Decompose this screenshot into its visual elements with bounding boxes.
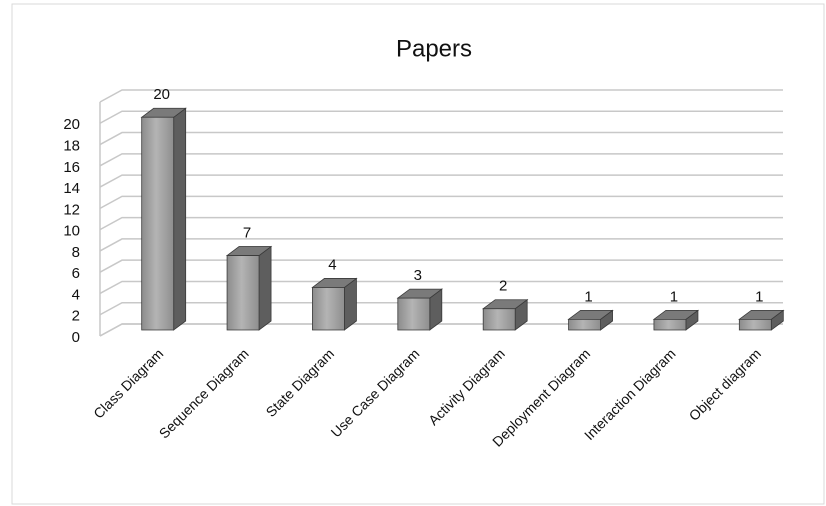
bar [481, 298, 529, 331]
data-label: 2 [499, 278, 507, 295]
bar [140, 107, 187, 331]
bar-side [258, 245, 272, 331]
bar-front [397, 297, 431, 331]
grid-line [99, 280, 783, 295]
grid-line [99, 323, 783, 337]
grid-line [99, 131, 783, 146]
data-label: 3 [414, 267, 422, 284]
plot-frame [99, 89, 783, 103]
bar [396, 288, 444, 331]
grid-line [99, 301, 783, 316]
data-label: 7 [243, 225, 251, 242]
bar [567, 309, 614, 331]
data-label: 20 [153, 86, 170, 103]
chart-frame [11, 3, 825, 505]
data-label: 1 [670, 288, 678, 305]
bar-front [312, 287, 345, 331]
bar-side [173, 107, 187, 331]
y-tick-label: 16 [63, 159, 80, 176]
bar [738, 309, 785, 331]
grid-line [99, 195, 783, 210]
data-label: 1 [755, 288, 763, 305]
y-tick-label: 20 [63, 116, 80, 133]
y-tick-label: 8 [72, 244, 80, 261]
y-tick-label: 14 [63, 180, 80, 197]
chart-title: Papers [396, 35, 472, 62]
y-tick-label: 18 [63, 138, 80, 155]
grid-line [99, 216, 783, 231]
grid-line [99, 238, 783, 252]
grid-line [99, 259, 783, 273]
y-tick-label: 10 [63, 223, 80, 240]
y-tick-label: 6 [72, 265, 80, 282]
grid-line [99, 110, 783, 124]
y-tick-label: 12 [63, 201, 80, 218]
bar-front [482, 308, 516, 331]
bar-front [226, 255, 260, 331]
bar-front [141, 116, 175, 331]
bar [225, 245, 273, 331]
y-tick-label: 2 [72, 308, 80, 325]
bar [652, 309, 700, 331]
grid-line [99, 153, 783, 167]
bar-front [738, 318, 772, 331]
data-label: 1 [584, 288, 592, 305]
y-tick-label: 4 [72, 286, 80, 303]
bar-front [568, 318, 601, 331]
y-tick-label: 0 [72, 329, 80, 346]
bar [311, 277, 358, 331]
data-label: 4 [328, 256, 336, 273]
bar-front [653, 318, 687, 331]
grid-line [99, 174, 783, 188]
